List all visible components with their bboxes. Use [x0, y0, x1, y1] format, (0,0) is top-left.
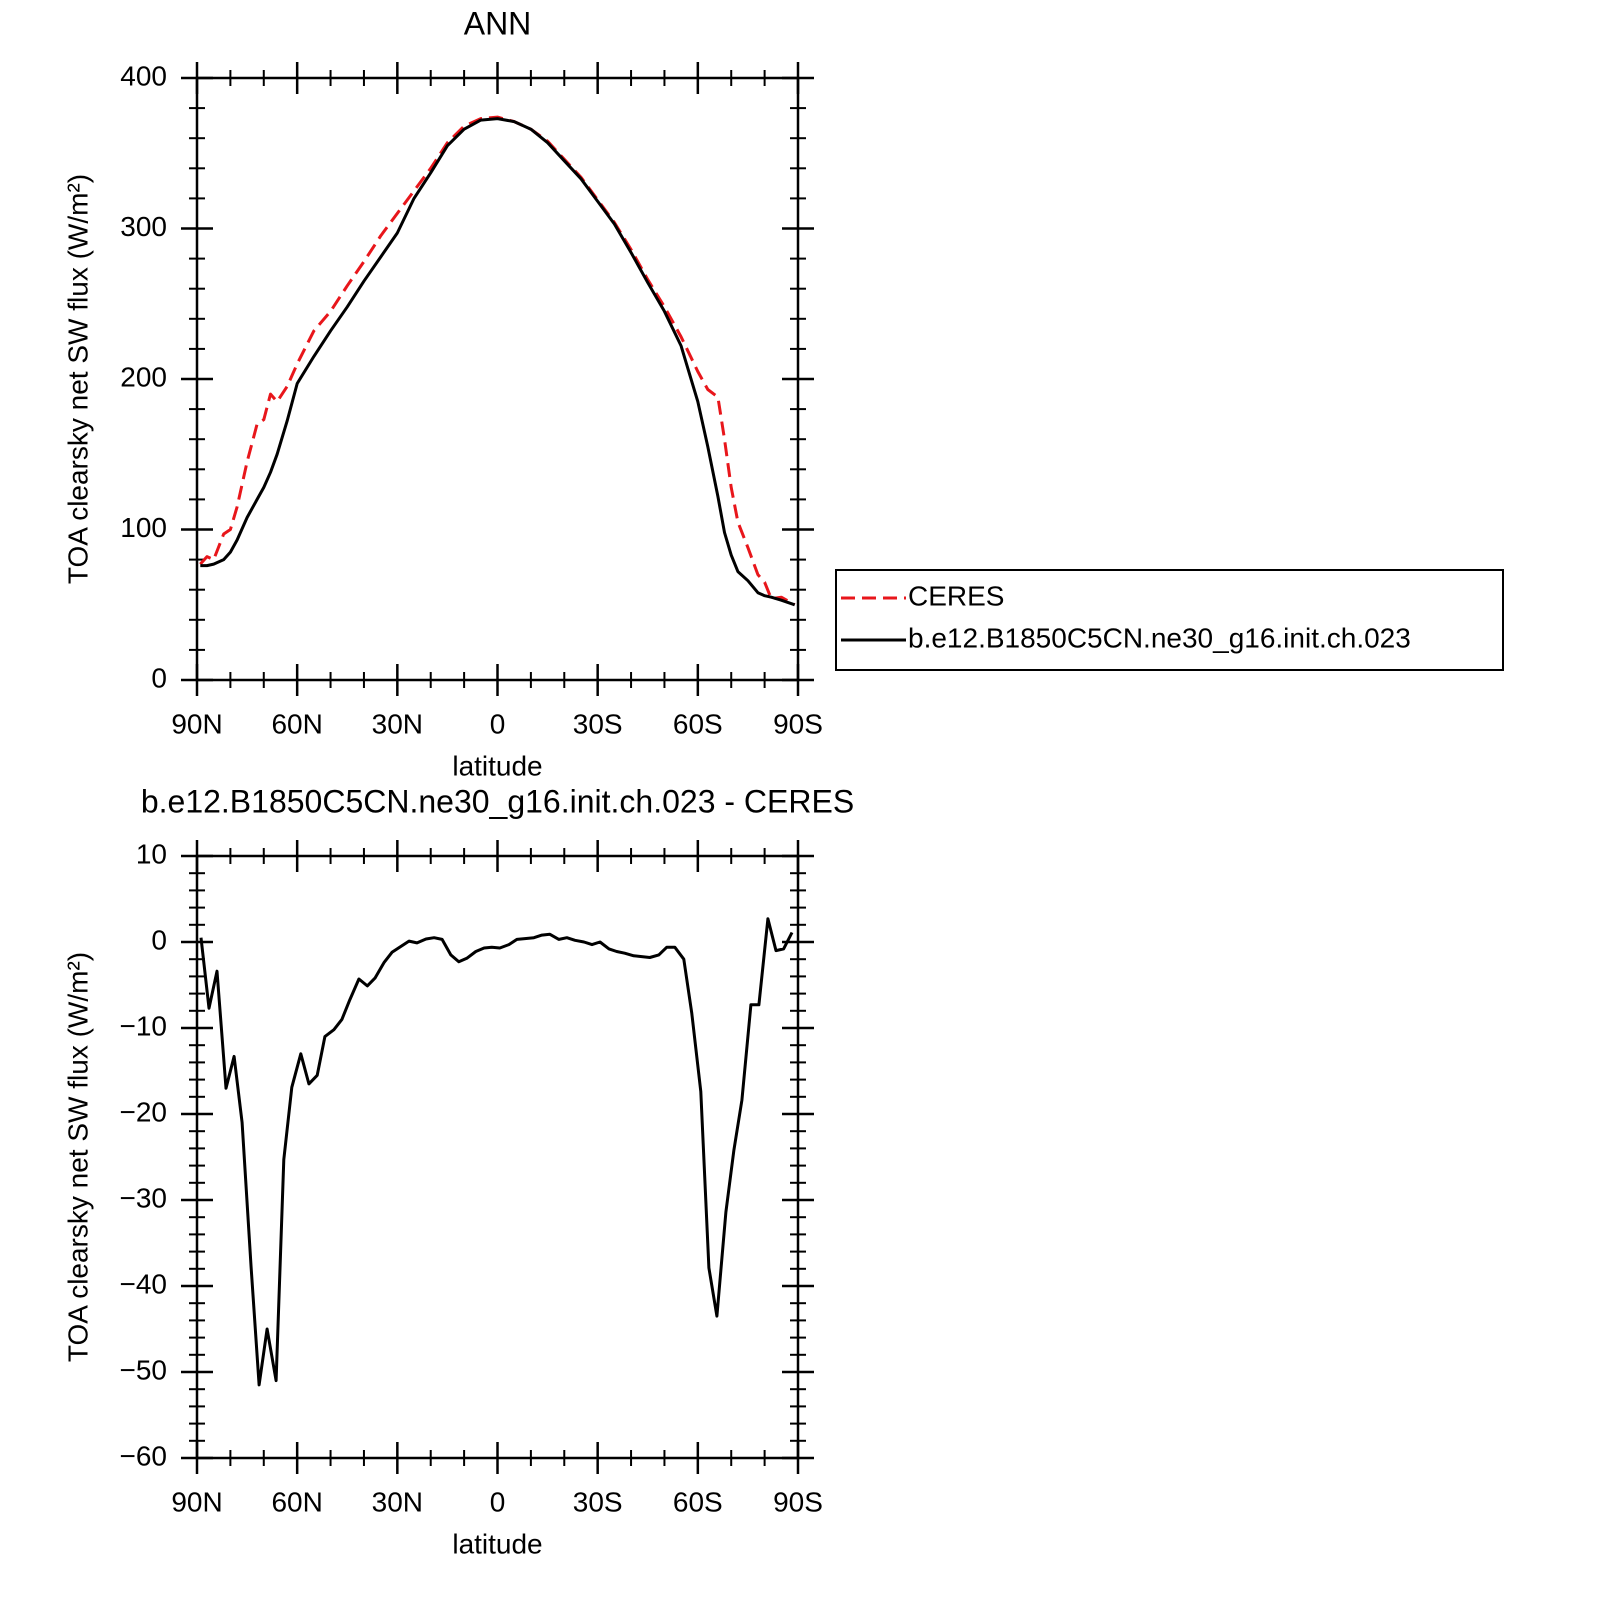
x-tick-label: 30S: [573, 1486, 623, 1517]
chart-title: b.e12.B1850C5CN.ne30_g16.init.ch.023 - C…: [141, 783, 854, 819]
x-axis-label: latitude: [452, 750, 542, 781]
y-axis-label: TOA clearsky net SW flux (W/m²): [62, 952, 93, 1362]
x-tick-label: 30S: [573, 708, 623, 739]
x-tick-label: 90N: [171, 1486, 222, 1517]
x-tick-label: 60N: [271, 708, 322, 739]
y-tick-label: 0: [151, 662, 167, 693]
x-tick-label: 0: [490, 708, 506, 739]
legend-label: b.e12.B1850C5CN.ne30_g16.init.ch.023: [908, 622, 1411, 653]
legend-box: [835, 569, 1504, 671]
plot: ANN latitude TOA clearsky net SW flux (W/m…: [62, 5, 1504, 781]
plot: b.e12.B1850C5CN.ne30_g16.init.ch.023 - C…: [62, 783, 854, 1559]
plot-frame: [195, 854, 800, 1460]
y-tick-label: 300: [120, 211, 167, 242]
y-tick-label: −60: [120, 1440, 168, 1471]
chart-title: ANN: [464, 5, 532, 41]
y-tick-label: 100: [120, 512, 167, 543]
x-tick-label: 60S: [673, 708, 723, 739]
y-tick-label: −20: [120, 1096, 168, 1127]
x-tick-label: 0: [490, 1486, 506, 1517]
y-tick-label: −40: [120, 1268, 168, 1299]
y-tick-label: 400: [120, 60, 167, 91]
y-tick-label: 0: [151, 924, 167, 955]
x-tick-label: 60N: [271, 1486, 322, 1517]
x-tick-label: 90N: [171, 708, 222, 739]
y-tick-label: −10: [120, 1010, 168, 1041]
x-tick-label: 30N: [372, 708, 423, 739]
x-axis-label: latitude: [452, 1528, 542, 1559]
y-axis-label: TOA clearsky net SW flux (W/m²): [62, 174, 93, 584]
legend: CERES b.e12.B1850C5CN.ne30_g16.init.ch.02…: [835, 569, 1504, 671]
x-tick-label: 90S: [773, 1486, 823, 1517]
y-tick-label: 10: [136, 838, 167, 869]
legend-label: CERES: [908, 580, 1004, 611]
y-tick-label: −30: [120, 1182, 168, 1213]
y-tick-label: −50: [120, 1354, 168, 1385]
x-tick-label: 60S: [673, 1486, 723, 1517]
data-line: [199, 917, 794, 1387]
y-tick-label: 200: [120, 361, 167, 392]
data-line: [199, 115, 796, 607]
plot-frame: [195, 76, 800, 682]
x-tick-label: 30N: [372, 1486, 423, 1517]
x-tick-label: 90S: [773, 708, 823, 739]
data-line: [200, 117, 796, 607]
